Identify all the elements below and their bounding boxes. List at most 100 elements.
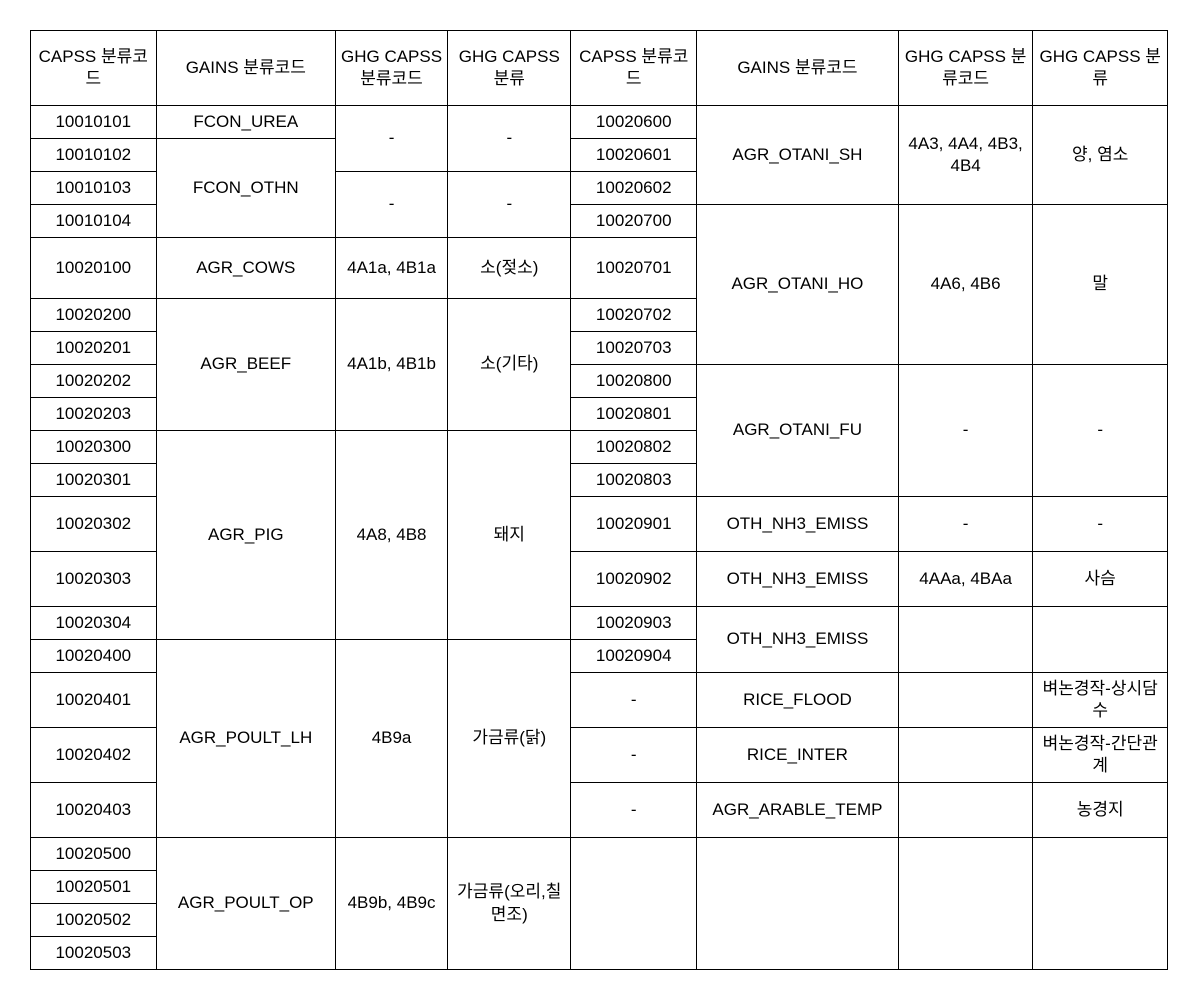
- cell: 10020100: [31, 238, 157, 299]
- cell: 4B9b, 4B9c: [335, 838, 447, 970]
- cell: RICE_FLOOD: [697, 673, 899, 728]
- cell: 4A1b, 4B1b: [335, 299, 447, 431]
- header-ghg-capss-code-2: GHG CAPSS 분류코드: [898, 31, 1033, 106]
- cell: 소(젖소): [448, 238, 571, 299]
- cell: -: [448, 106, 571, 172]
- cell: 10020301: [31, 464, 157, 497]
- cell: 10020803: [571, 464, 697, 497]
- cell: 10020302: [31, 497, 157, 552]
- header-gains-code-2: GAINS 분류코드: [697, 31, 899, 106]
- cell: [898, 838, 1033, 970]
- cell: 10020502: [31, 904, 157, 937]
- cell: OTH_NH3_EMISS: [697, 497, 899, 552]
- cell: AGR_OTANI_SH: [697, 106, 899, 205]
- cell: 10010102: [31, 139, 157, 172]
- cell: 4A3, 4A4, 4B3, 4B4: [898, 106, 1033, 205]
- cell: 10020402: [31, 728, 157, 783]
- cell: 10020700: [571, 205, 697, 238]
- cell: -: [335, 172, 447, 238]
- cell: 10020200: [31, 299, 157, 332]
- cell: 가금류(오리,칠면조): [448, 838, 571, 970]
- cell: OTH_NH3_EMISS: [697, 607, 899, 673]
- cell: -: [571, 783, 697, 838]
- cell: 4AAa, 4BAa: [898, 552, 1033, 607]
- cell: 10010101: [31, 106, 157, 139]
- cell: 10020703: [571, 332, 697, 365]
- header-ghg-capss-1: GHG CAPSS 분류: [448, 31, 571, 106]
- cell: 돼지: [448, 431, 571, 640]
- cell: 말: [1033, 205, 1168, 365]
- table-row: 10020500 AGR_POULT_OP 4B9b, 4B9c 가금류(오리,…: [31, 838, 1168, 871]
- cell: [898, 783, 1033, 838]
- cell: 10020800: [571, 365, 697, 398]
- cell: 10020400: [31, 640, 157, 673]
- cell: 10020601: [571, 139, 697, 172]
- cell: [898, 728, 1033, 783]
- cell: 소(기타): [448, 299, 571, 431]
- cell: 4A8, 4B8: [335, 431, 447, 640]
- cell: 10020201: [31, 332, 157, 365]
- cell: -: [571, 673, 697, 728]
- header-ghg-capss-2: GHG CAPSS 분류: [1033, 31, 1168, 106]
- cell: 벼논경작-상시담수: [1033, 673, 1168, 728]
- cell: [898, 673, 1033, 728]
- cell: 10020600: [571, 106, 697, 139]
- cell: AGR_POULT_OP: [156, 838, 335, 970]
- header-capss-code-2: CAPSS 분류코드: [571, 31, 697, 106]
- cell: 10010103: [31, 172, 157, 205]
- cell: -: [898, 365, 1033, 497]
- cell: 10020403: [31, 783, 157, 838]
- cell: 4B9a: [335, 640, 447, 838]
- cell: 10010104: [31, 205, 157, 238]
- cell: 10020701: [571, 238, 697, 299]
- cell: 10020904: [571, 640, 697, 673]
- cell: -: [1033, 365, 1168, 497]
- cell: FCON_OTHN: [156, 139, 335, 238]
- cell: AGR_PIG: [156, 431, 335, 640]
- cell: 10020503: [31, 937, 157, 970]
- header-gains-code-1: GAINS 분류코드: [156, 31, 335, 106]
- cell: AGR_OTANI_HO: [697, 205, 899, 365]
- cell: -: [448, 172, 571, 238]
- cell: 벼논경작-간단관계: [1033, 728, 1168, 783]
- cell: 4A6, 4B6: [898, 205, 1033, 365]
- cell: 10020802: [571, 431, 697, 464]
- cell: AGR_COWS: [156, 238, 335, 299]
- cell: [898, 607, 1033, 673]
- cell: [1033, 607, 1168, 673]
- cell: 10020303: [31, 552, 157, 607]
- cell: 사슴: [1033, 552, 1168, 607]
- cell: 4A1a, 4B1a: [335, 238, 447, 299]
- cell: AGR_ARABLE_TEMP: [697, 783, 899, 838]
- cell: -: [571, 728, 697, 783]
- cell: 10020903: [571, 607, 697, 640]
- cell: 10020901: [571, 497, 697, 552]
- cell: 10020602: [571, 172, 697, 205]
- header-ghg-capss-code-1: GHG CAPSS 분류코드: [335, 31, 447, 106]
- cell: 10020702: [571, 299, 697, 332]
- cell: 10020203: [31, 398, 157, 431]
- cell: AGR_BEEF: [156, 299, 335, 431]
- cell: [571, 838, 697, 970]
- cell: 10020202: [31, 365, 157, 398]
- cell: [697, 838, 899, 970]
- cell: 10020401: [31, 673, 157, 728]
- cell: 10020902: [571, 552, 697, 607]
- cell: 10020500: [31, 838, 157, 871]
- cell: -: [1033, 497, 1168, 552]
- header-capss-code-1: CAPSS 분류코드: [31, 31, 157, 106]
- cell: -: [898, 497, 1033, 552]
- cell: OTH_NH3_EMISS: [697, 552, 899, 607]
- classification-table: CAPSS 분류코드 GAINS 분류코드 GHG CAPSS 분류코드 GHG…: [30, 30, 1168, 970]
- cell: 10020300: [31, 431, 157, 464]
- cell: 가금류(닭): [448, 640, 571, 838]
- cell: 10020801: [571, 398, 697, 431]
- cell: 10020501: [31, 871, 157, 904]
- cell: -: [335, 106, 447, 172]
- cell: [1033, 838, 1168, 970]
- cell: AGR_OTANI_FU: [697, 365, 899, 497]
- header-row: CAPSS 분류코드 GAINS 분류코드 GHG CAPSS 분류코드 GHG…: [31, 31, 1168, 106]
- cell: 10020304: [31, 607, 157, 640]
- cell: 농경지: [1033, 783, 1168, 838]
- table-row: 10010101 FCON_UREA - - 10020600 AGR_OTAN…: [31, 106, 1168, 139]
